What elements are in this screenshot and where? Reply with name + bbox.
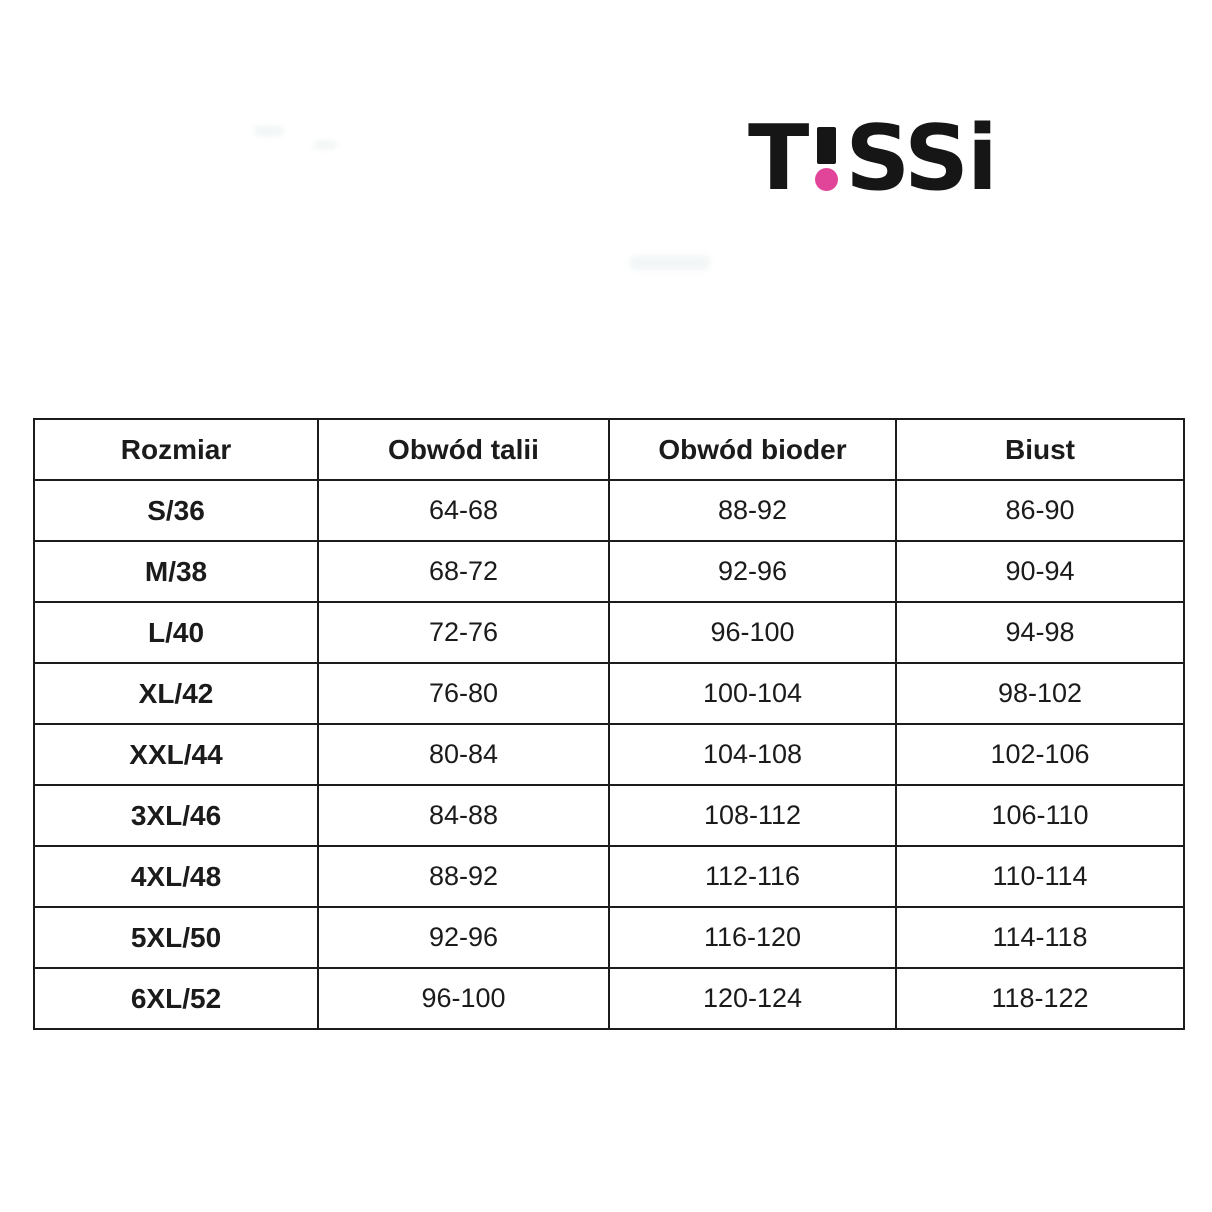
exclamation-bar xyxy=(817,127,837,164)
measurement-cell: 110-114 xyxy=(895,845,1185,908)
column-header-rozmiar: Rozmiar xyxy=(33,418,319,481)
size-label-cell: 3XL/46 xyxy=(33,784,319,847)
measurement-cell: 92-96 xyxy=(317,906,610,969)
table-row: S/36 64-68 88-92 86-90 xyxy=(33,479,1185,542)
measurement-cell: 96-100 xyxy=(317,967,610,1030)
measurement-cell: 80-84 xyxy=(317,723,610,786)
size-label-cell: L/40 xyxy=(33,601,319,664)
size-label-cell: 6XL/52 xyxy=(33,967,319,1030)
measurement-cell: 104-108 xyxy=(608,723,897,786)
size-label-cell: XL/42 xyxy=(33,662,319,725)
size-label-cell: M/38 xyxy=(33,540,319,603)
measurement-cell: 108-112 xyxy=(608,784,897,847)
size-label-cell: 4XL/48 xyxy=(33,845,319,908)
logo-letters-ss: SS xyxy=(845,106,969,211)
column-header-biust: Biust xyxy=(895,418,1185,481)
brand-logo: T SS i xyxy=(748,106,998,211)
measurement-cell: 86-90 xyxy=(895,479,1185,542)
measurement-cell: 96-100 xyxy=(608,601,897,664)
table-row: 5XL/50 92-96 116-120 114-118 xyxy=(33,906,1185,969)
logo-letter-t: T xyxy=(748,106,809,211)
measurement-cell: 114-118 xyxy=(895,906,1185,969)
measurement-cell: 72-76 xyxy=(317,601,610,664)
measurement-cell: 88-92 xyxy=(317,845,610,908)
measurement-cell: 90-94 xyxy=(895,540,1185,603)
measurement-cell: 102-106 xyxy=(895,723,1185,786)
measurement-cell: 94-98 xyxy=(895,601,1185,664)
exclamation-pink-dot xyxy=(815,168,839,191)
table-row: 3XL/46 84-88 108-112 106-110 xyxy=(33,784,1185,847)
size-label-cell: 5XL/50 xyxy=(33,906,319,969)
size-label-cell: XXL/44 xyxy=(33,723,319,786)
watermark-smudge xyxy=(630,256,710,270)
size-chart-table: Rozmiar Obwód talii Obwód bioder Biust S… xyxy=(33,418,1185,1030)
column-header-obwod-talii: Obwód talii xyxy=(317,418,610,481)
logo-exclamation-icon xyxy=(815,127,839,191)
size-label-cell: S/36 xyxy=(33,479,319,542)
measurement-cell: 84-88 xyxy=(317,784,610,847)
measurement-cell: 98-102 xyxy=(895,662,1185,725)
measurement-cell: 116-120 xyxy=(608,906,897,969)
measurement-cell: 100-104 xyxy=(608,662,897,725)
table-row: 4XL/48 88-92 112-116 110-114 xyxy=(33,845,1185,908)
measurement-cell: 112-116 xyxy=(608,845,897,908)
measurement-cell: 64-68 xyxy=(317,479,610,542)
measurement-cell: 76-80 xyxy=(317,662,610,725)
measurement-cell: 92-96 xyxy=(608,540,897,603)
measurement-cell: 106-110 xyxy=(895,784,1185,847)
watermark-smudge xyxy=(313,141,337,149)
table-row: L/40 72-76 96-100 94-98 xyxy=(33,601,1185,664)
table-row: 6XL/52 96-100 120-124 118-122 xyxy=(33,967,1185,1030)
logo-letter-i: i xyxy=(967,106,998,211)
table-row: XXL/44 80-84 104-108 102-106 xyxy=(33,723,1185,786)
measurement-cell: 88-92 xyxy=(608,479,897,542)
measurement-cell: 68-72 xyxy=(317,540,610,603)
column-header-obwod-bioder: Obwód bioder xyxy=(608,418,897,481)
header-row: Rozmiar Obwód talii Obwód bioder Biust xyxy=(33,418,1185,481)
measurement-cell: 120-124 xyxy=(608,967,897,1030)
table-row: XL/42 76-80 100-104 98-102 xyxy=(33,662,1185,725)
size-table-body: S/36 64-68 88-92 86-90 M/38 68-72 92-96 90-94 L/… xyxy=(33,479,1185,1030)
measurement-cell: 118-122 xyxy=(895,967,1185,1030)
table-row: M/38 68-72 92-96 90-94 xyxy=(33,540,1185,603)
watermark-smudge xyxy=(254,126,284,136)
